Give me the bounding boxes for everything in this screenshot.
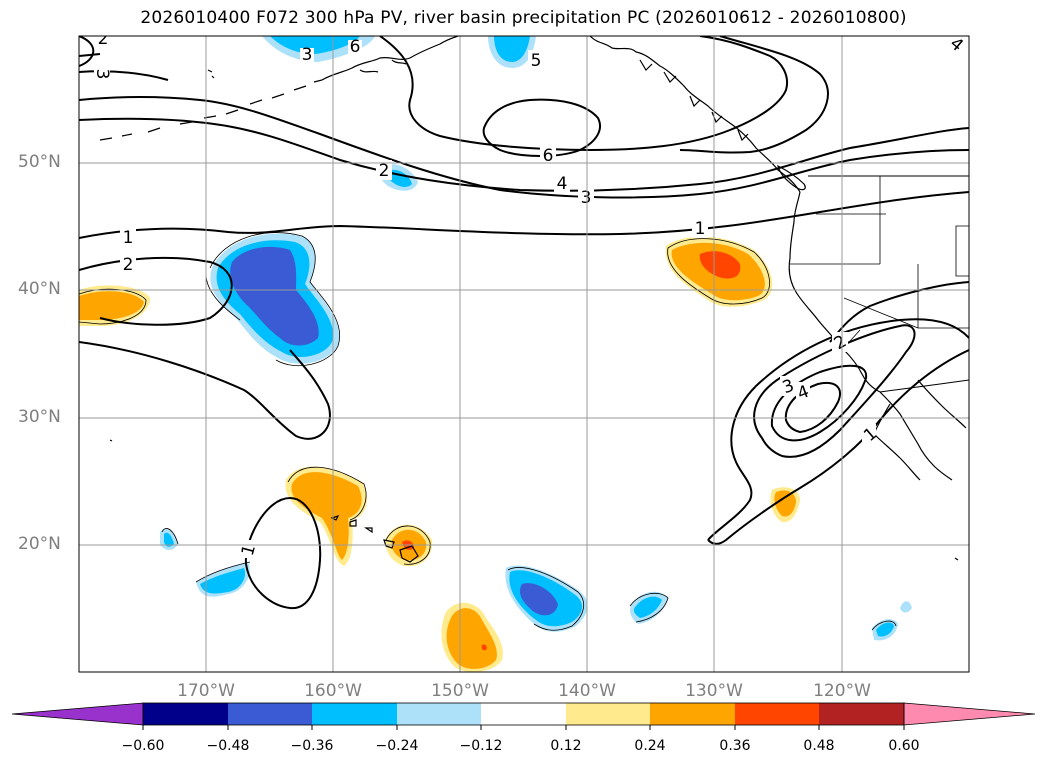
lon-label: 160°W [304,681,362,701]
colorbar-tick-label: 0.12 [550,738,582,754]
lon-label: 130°W [685,681,743,701]
lat-label: 30°N [18,407,61,427]
colorbar-segment [650,703,735,725]
contour-label: 3 [581,188,592,208]
contour-label: 4 [557,174,568,194]
contour-label: 5 [531,51,542,71]
colorbar-segment [819,703,904,725]
contour-label: 2 [98,29,109,49]
colorbar-segment [481,703,566,725]
map-frame [78,35,970,673]
colorbar-tick-label: 0.36 [719,738,751,754]
coastlines [99,36,969,563]
colorbar [11,702,1036,730]
colorbar-extend-high [903,702,1036,726]
contour-label: 6 [543,146,554,166]
pv-contours [79,36,969,610]
colorbar-segment [143,703,228,725]
lon-label: 120°W [813,681,871,701]
colorbar-tick-label: −0.36 [290,738,334,754]
lat-label: 50°N [18,152,61,172]
contour-label: 3 [92,69,112,80]
colorbar-tick-label: −0.48 [206,738,250,754]
contour-label: 2 [123,255,134,275]
colorbar-extend-low [11,702,144,726]
colorbar-segment [228,703,312,725]
colorbar-segment [735,703,819,725]
contour-label: 2 [379,161,390,181]
gridlines [79,36,969,672]
pv-contour-6-ellipse [482,98,601,157]
lon-label: 170°W [177,681,235,701]
colorbar-tick-label: −0.12 [459,738,503,754]
colorbar-tick-label: 0.24 [634,738,666,754]
lon-label: 150°W [431,681,489,701]
contour-label: 3 [302,45,313,65]
colorbar-tick-label: −0.24 [375,738,419,754]
map-title: 2026010400 F072 300 hPa PV, river basin … [140,8,907,28]
lat-label: 20°N [18,534,61,554]
colorbar-segment [312,703,397,725]
pv-contour-1-subtropical [244,496,322,610]
pv-contour-1-cutoff [707,318,969,541]
colorbar-segment [397,703,481,725]
colorbar-tick-label: −0.60 [121,738,165,754]
colorbar-tick-label: 0.48 [803,738,835,754]
contour-label: 1 [238,542,260,558]
lon-label: 140°W [558,681,616,701]
lat-label: 40°N [18,279,61,299]
pv-contour-1-jet [79,191,969,239]
contour-label: 1 [695,219,706,239]
contour-label: 6 [350,37,361,57]
precip-shading [79,36,912,672]
colorbar-segment [566,703,650,725]
contour-label: 1 [123,228,134,248]
pv-contour-labels: 1 2 1 6 4 3 5 2 2 3 4 1 1 3 [92,29,967,558]
colorbar-tick-label: 0.60 [888,738,920,754]
